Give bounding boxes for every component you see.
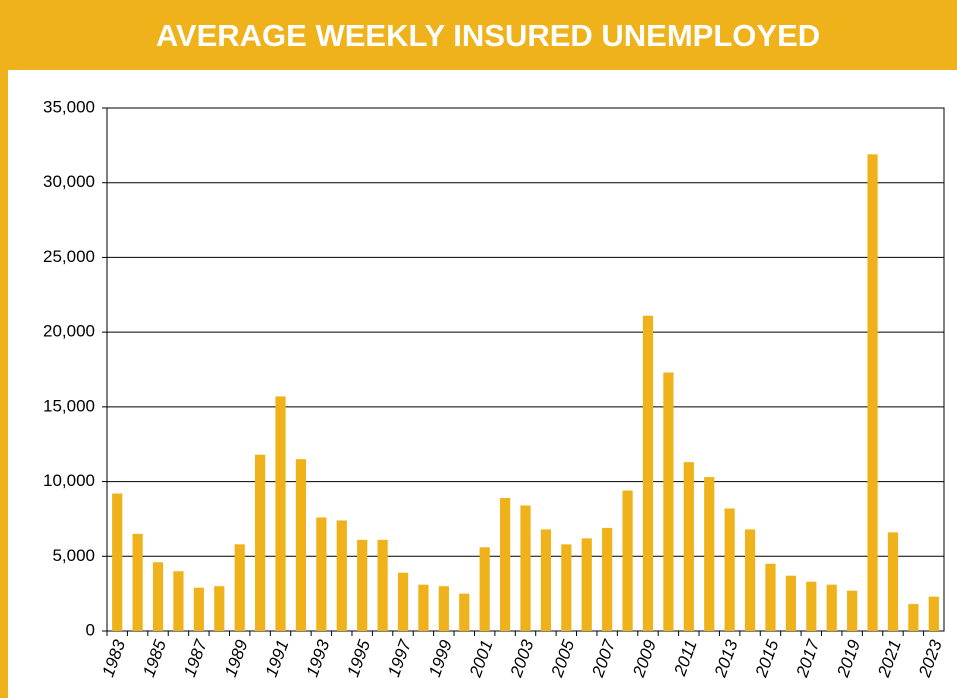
bar	[357, 539, 368, 631]
bar	[622, 490, 633, 631]
bar	[479, 547, 490, 631]
title-banner	[0, 0, 957, 70]
chart-title: AVERAGE WEEKLY INSURED UNEMPLOYED	[156, 18, 820, 53]
bar	[663, 372, 674, 631]
bar	[887, 532, 899, 631]
x-tick-label: 2011	[670, 637, 701, 679]
bar	[336, 520, 347, 631]
x-tick-label: 2005	[547, 637, 578, 680]
bar	[928, 596, 939, 631]
bar	[908, 604, 919, 631]
bar	[193, 587, 204, 631]
bar	[173, 571, 184, 631]
bar	[438, 586, 449, 631]
bar	[581, 538, 592, 631]
bar	[214, 586, 225, 631]
bar	[683, 462, 694, 631]
bar	[152, 562, 164, 631]
x-tick-label: 1999	[425, 637, 456, 680]
x-tick-label: 2009	[629, 637, 660, 680]
bar	[867, 154, 878, 631]
x-tick-label: 1985	[139, 637, 170, 680]
y-tick-label: 5,000	[52, 546, 95, 565]
x-tick-label: 2007	[588, 637, 619, 680]
x-tick-label: 2015	[751, 637, 782, 680]
y-tick-label: 0	[86, 620, 95, 639]
bar	[397, 572, 409, 631]
x-tick-label: 1989	[221, 637, 252, 680]
frame-left	[0, 0, 8, 698]
y-tick-label: 10,000	[43, 471, 95, 490]
bar	[295, 459, 307, 631]
bar	[255, 454, 266, 631]
bar	[418, 584, 429, 631]
bar	[540, 529, 552, 631]
bar	[132, 533, 143, 631]
bar	[520, 505, 531, 631]
y-tick-label: 20,000	[43, 322, 95, 341]
x-tick-label: 1987	[180, 637, 211, 680]
x-tick-label: 2003	[506, 637, 537, 680]
x-tick-label: 1997	[384, 637, 415, 680]
bar	[112, 493, 123, 631]
x-tick-label: 1995	[343, 637, 374, 680]
bar	[459, 593, 470, 631]
bar	[704, 477, 715, 631]
bar	[847, 590, 858, 631]
x-tick-label: 2019	[833, 637, 864, 680]
bar	[744, 529, 756, 631]
bar	[602, 527, 613, 631]
x-tick-label: 2021	[874, 637, 905, 680]
y-tick-label: 30,000	[43, 172, 95, 191]
x-tick-label: 2023	[915, 637, 946, 680]
bar	[806, 581, 817, 631]
bar	[316, 517, 327, 631]
bar	[499, 498, 511, 631]
y-tick-label: 15,000	[43, 396, 95, 415]
y-tick-label: 25,000	[43, 247, 95, 266]
bar	[765, 563, 776, 631]
x-tick-label: 2013	[710, 637, 741, 680]
x-tick-label: 2017	[792, 637, 823, 680]
bar	[724, 508, 735, 631]
y-tick-label: 35,000	[43, 97, 95, 116]
bar	[642, 315, 654, 631]
x-tick-label: 1983	[98, 637, 129, 680]
bar	[561, 544, 572, 631]
bar	[377, 539, 388, 631]
bar	[234, 544, 245, 631]
x-tick-label: 1993	[303, 637, 334, 680]
x-tick-label: 2001	[466, 637, 497, 680]
x-tick-label: 1991	[262, 637, 293, 679]
bar	[275, 396, 286, 631]
bar	[826, 584, 837, 631]
bar	[785, 575, 796, 631]
